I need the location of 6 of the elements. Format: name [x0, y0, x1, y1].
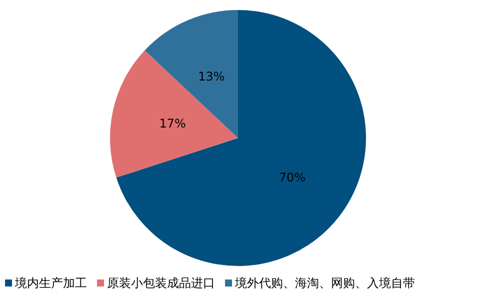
data-label: 17% [159, 116, 186, 130]
data-label: 13% [198, 70, 225, 84]
legend-label: 境内生产加工 [14, 276, 87, 290]
legend-label: 境外代购、海淘、网购、入境自带 [234, 276, 415, 290]
data-label: 70% [278, 170, 306, 184]
legend-label: 原装小包装成品进口 [107, 276, 215, 290]
